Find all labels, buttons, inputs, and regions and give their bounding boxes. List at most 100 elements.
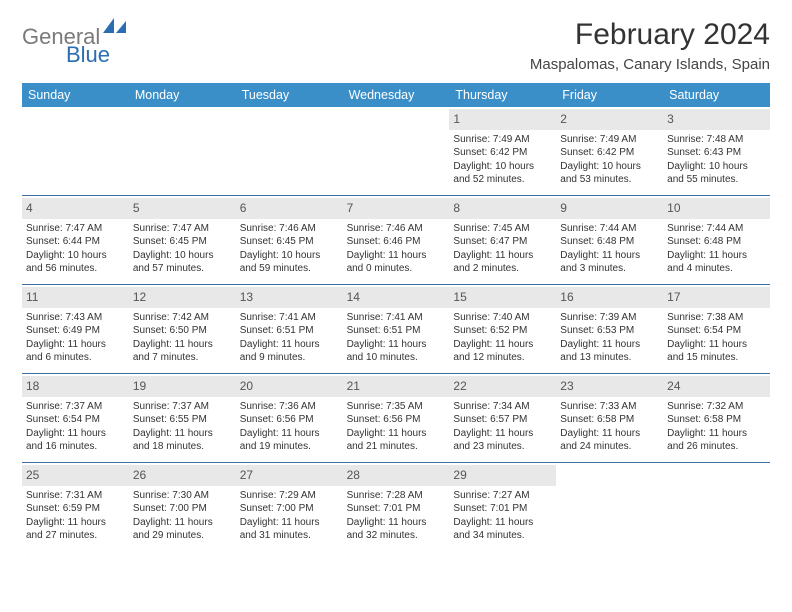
day-number-row: 1 (449, 109, 556, 130)
sunrise-text: Sunrise: 7:41 AM (347, 311, 446, 325)
day-number: 18 (26, 379, 39, 393)
sunrise-text: Sunrise: 7:40 AM (453, 311, 552, 325)
sunrise-text: Sunrise: 7:44 AM (560, 222, 659, 236)
day-number-row: 27 (236, 465, 343, 486)
sunset-text: Sunset: 6:42 PM (453, 146, 552, 160)
day-number: 26 (133, 468, 146, 482)
day-number-row: 19 (129, 376, 236, 397)
daylight-text: Daylight: 10 hours and 55 minutes. (667, 160, 766, 187)
daylight-text: Daylight: 11 hours and 6 minutes. (26, 338, 125, 365)
title-block: February 2024 Maspalomas, Canary Islands… (530, 18, 770, 73)
day-number: 5 (133, 201, 140, 215)
day-cell: 12Sunrise: 7:42 AMSunset: 6:50 PMDayligh… (129, 285, 236, 373)
sunset-text: Sunset: 6:48 PM (560, 235, 659, 249)
sunrise-text: Sunrise: 7:37 AM (26, 400, 125, 414)
sunrise-text: Sunrise: 7:39 AM (560, 311, 659, 325)
week-row: 11Sunrise: 7:43 AMSunset: 6:49 PMDayligh… (22, 285, 770, 374)
day-number: 22 (453, 379, 466, 393)
day-cell: 14Sunrise: 7:41 AMSunset: 6:51 PMDayligh… (343, 285, 450, 373)
day-cell: 24 Sunrise: 7:32 AMSunset: 6:58 PMDayligh… (663, 374, 770, 462)
daylight-text: Daylight: 11 hours and 26 minutes. (667, 427, 766, 454)
sunrise-text: Sunrise: 7:31 AM (26, 489, 125, 503)
daylight-text: Daylight: 11 hours and 29 minutes. (133, 516, 232, 543)
day-number: 8 (453, 201, 460, 215)
day-number-row: 17 (663, 287, 770, 308)
daylight-text: Daylight: 11 hours and 31 minutes. (240, 516, 339, 543)
day-number-row: 14 (343, 287, 450, 308)
daylight-text: Daylight: 11 hours and 13 minutes. (560, 338, 659, 365)
day-cell: 4Sunrise: 7:47 AMSunset: 6:44 PMDaylight… (22, 196, 129, 284)
sunset-text: Sunset: 6:57 PM (453, 413, 552, 427)
day-number-row: 26 (129, 465, 236, 486)
empty-cell (236, 107, 343, 195)
sunrise-text: Sunrise: 7:35 AM (347, 400, 446, 414)
day-cell: 21Sunrise: 7:35 AMSunset: 6:56 PMDayligh… (343, 374, 450, 462)
day-number: 17 (667, 290, 680, 304)
day-number: 24 (667, 379, 680, 393)
day-number: 12 (133, 290, 146, 304)
sunrise-text: Sunrise: 7:32 AM (667, 400, 766, 414)
day-cell: 5Sunrise: 7:47 AMSunset: 6:45 PMDaylight… (129, 196, 236, 284)
sunset-text: Sunset: 6:53 PM (560, 324, 659, 338)
empty-cell (343, 107, 450, 195)
day-number: 3 (667, 112, 674, 126)
day-number-row: 25 (22, 465, 129, 486)
sunrise-text: Sunrise: 7:33 AM (560, 400, 659, 414)
day-number-row: 11 (22, 287, 129, 308)
sunrise-text: Sunrise: 7:27 AM (453, 489, 552, 503)
sunrise-text: Sunrise: 7:47 AM (26, 222, 125, 236)
day-cell: 16 Sunrise: 7:39 AMSunset: 6:53 PMDayligh… (556, 285, 663, 373)
sunset-text: Sunset: 6:58 PM (560, 413, 659, 427)
day-cell: 26Sunrise: 7:30 AMSunset: 7:00 PMDayligh… (129, 463, 236, 551)
calendar-page: GeneralBlue February 2024 Maspalomas, Ca… (0, 0, 792, 569)
day-number: 1 (453, 112, 460, 126)
sunset-text: Sunset: 6:51 PM (240, 324, 339, 338)
daylight-text: Daylight: 11 hours and 21 minutes. (347, 427, 446, 454)
weekday-label: Sunday (22, 83, 129, 107)
day-number: 25 (26, 468, 39, 482)
daylight-text: Daylight: 11 hours and 23 minutes. (453, 427, 552, 454)
day-number: 2 (560, 112, 567, 126)
daylight-text: Daylight: 11 hours and 15 minutes. (667, 338, 766, 365)
sunrise-text: Sunrise: 7:47 AM (133, 222, 232, 236)
daylight-text: Daylight: 11 hours and 18 minutes. (133, 427, 232, 454)
sunrise-text: Sunrise: 7:34 AM (453, 400, 552, 414)
day-number: 14 (347, 290, 360, 304)
sunset-text: Sunset: 6:58 PM (667, 413, 766, 427)
day-cell: 28Sunrise: 7:28 AMSunset: 7:01 PMDayligh… (343, 463, 450, 551)
day-cell: 25Sunrise: 7:31 AMSunset: 6:59 PMDayligh… (22, 463, 129, 551)
day-number: 19 (133, 379, 146, 393)
sunset-text: Sunset: 6:50 PM (133, 324, 232, 338)
week-row: 25Sunrise: 7:31 AMSunset: 6:59 PMDayligh… (22, 463, 770, 551)
day-number-row: 24 (663, 376, 770, 397)
day-number-row: 7 (343, 198, 450, 219)
weekday-label: Monday (129, 83, 236, 107)
sunset-text: Sunset: 6:43 PM (667, 146, 766, 160)
day-number: 7 (347, 201, 354, 215)
sunset-text: Sunset: 6:47 PM (453, 235, 552, 249)
sunrise-text: Sunrise: 7:29 AM (240, 489, 339, 503)
day-number-row: 20 (236, 376, 343, 397)
logo: GeneralBlue (22, 18, 129, 66)
day-number-row: 12 (129, 287, 236, 308)
day-number: 9 (560, 201, 567, 215)
week-row: 1Sunrise: 7:49 AMSunset: 6:42 PMDaylight… (22, 107, 770, 196)
day-number: 28 (347, 468, 360, 482)
daylight-text: Daylight: 11 hours and 19 minutes. (240, 427, 339, 454)
daylight-text: Daylight: 11 hours and 32 minutes. (347, 516, 446, 543)
sunset-text: Sunset: 6:56 PM (240, 413, 339, 427)
week-row: 18Sunrise: 7:37 AMSunset: 6:54 PMDayligh… (22, 374, 770, 463)
day-cell: 13Sunrise: 7:41 AMSunset: 6:51 PMDayligh… (236, 285, 343, 373)
sunrise-text: Sunrise: 7:43 AM (26, 311, 125, 325)
day-number-row: 13 (236, 287, 343, 308)
day-number: 21 (347, 379, 360, 393)
day-cell: 10Sunrise: 7:44 AMSunset: 6:48 PMDayligh… (663, 196, 770, 284)
day-cell: 23Sunrise: 7:33 AMSunset: 6:58 PMDayligh… (556, 374, 663, 462)
day-number: 16 (560, 290, 573, 304)
day-number: 23 (560, 379, 573, 393)
day-number: 15 (453, 290, 466, 304)
day-cell: 11Sunrise: 7:43 AMSunset: 6:49 PMDayligh… (22, 285, 129, 373)
sunset-text: Sunset: 7:00 PM (133, 502, 232, 516)
day-number-row: 21 (343, 376, 450, 397)
daylight-text: Daylight: 10 hours and 59 minutes. (240, 249, 339, 276)
